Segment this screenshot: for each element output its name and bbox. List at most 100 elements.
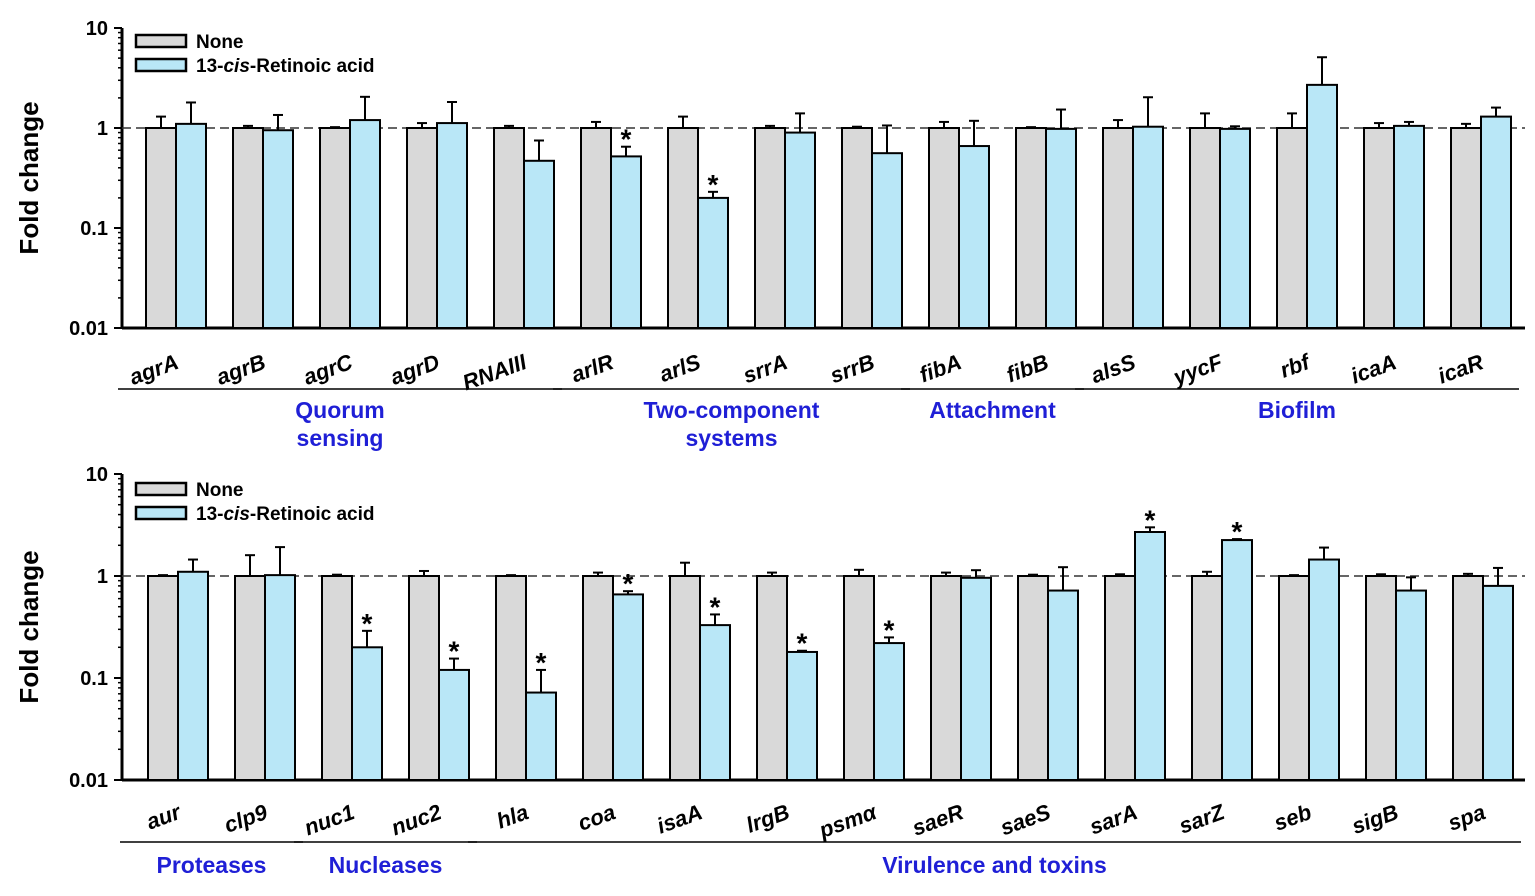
legend-text-part: 13- (196, 56, 223, 77)
significance-star: * (449, 636, 460, 667)
x-tick-label-alsS: alsS (1088, 349, 1139, 388)
bar-treated-clp9 (264, 574, 296, 782)
bar-none-fibB (1015, 127, 1047, 329)
group-label: Attachment (929, 397, 1056, 423)
bar-none-srrB (841, 127, 873, 329)
bar-none-srrA (754, 127, 786, 329)
x-tick-label-clp9: clp9 (221, 799, 272, 838)
x-tick-label-nuc1: nuc1 (301, 799, 358, 840)
bar-treated-hla (525, 691, 557, 781)
bar-none-RNAIII (493, 127, 525, 329)
significance-star: * (536, 647, 547, 678)
y-axis-title: Fold change (14, 550, 44, 703)
bar-none-icaA (1363, 127, 1395, 329)
x-tick-label-agrA: agrA (126, 349, 182, 390)
legend-label-none: None (196, 480, 244, 501)
bar-treated-sigB (1395, 589, 1427, 781)
x-tick-label-agrD: agrD (387, 349, 443, 390)
y-tick-label: 0.01 (69, 770, 108, 792)
bar-none-hla (495, 575, 527, 781)
bar-none-nuc2 (408, 575, 440, 781)
bar-none-alsS (1102, 127, 1134, 329)
bar-treated-srrB (871, 152, 903, 329)
significance-star: * (708, 169, 719, 200)
group-label: Biofilm (1258, 397, 1336, 423)
bar-none-aur (147, 575, 179, 781)
legend-swatch-none (134, 481, 188, 497)
x-tick-label-icaR: icaR (1434, 349, 1486, 388)
significance-star: * (621, 124, 632, 155)
bar-treated-srrA (784, 131, 816, 329)
bar-none-arlS (667, 127, 699, 329)
x-tick-label-yycF: yycF (1169, 349, 1226, 390)
x-tick-label-agrC: agrC (300, 349, 357, 390)
legend-text-part: 13- (196, 504, 223, 525)
x-tick-label-agrB: agrB (213, 349, 269, 390)
bar-treated-sarA (1134, 531, 1166, 782)
bar-none-saeS (1017, 575, 1049, 781)
legend-text-part: None (196, 480, 244, 501)
group-label: Virulence and toxins (882, 852, 1107, 878)
significance-star: * (710, 591, 721, 622)
bar-treated-nuc1 (351, 646, 383, 781)
legend-label-treated: 13-cis-Retinoic acid (196, 56, 374, 77)
bar-treated-spa (1482, 584, 1514, 781)
x-tick-label-sigB: sigB (1348, 799, 1401, 839)
group-label: sensing (297, 425, 384, 451)
legend-text-italic: cis (223, 56, 249, 77)
bar-none-seb (1278, 575, 1310, 781)
x-tick-label-saeR: saeR (909, 799, 967, 841)
bar-treated-agrB (262, 129, 294, 329)
x-tick-label-icaA: icaA (1347, 349, 1399, 388)
significance-star: * (362, 608, 373, 639)
bar-treated-rbf (1306, 83, 1338, 330)
x-tick-label-arlS: arlS (656, 349, 704, 387)
group-label: Two-component (644, 397, 820, 423)
y-tick-label: 10 (86, 18, 108, 40)
x-tick-label-isaA: isaA (653, 799, 705, 838)
y-tick-label: 0.01 (69, 318, 108, 340)
bar-none-coa (582, 575, 614, 781)
x-tick-label-nuc2: nuc2 (388, 799, 446, 840)
bar-treated-psmα (873, 642, 905, 781)
bar-none-nuc1 (321, 575, 353, 781)
bar-none-spa (1452, 575, 1484, 781)
bar-treated-nuc2 (438, 668, 470, 782)
x-tick-label-sarA: sarA (1086, 799, 1141, 839)
x-tick-label-coa: coa (575, 799, 619, 835)
bar-none-lrgB (756, 575, 788, 781)
bar-treated-saeS (1047, 589, 1079, 781)
bar-none-agrD (406, 127, 438, 329)
bar-none-rbf (1276, 127, 1308, 329)
bar-treated-fibB (1045, 127, 1077, 329)
legend-swatch-none (134, 33, 188, 49)
bar-treated-coa (612, 593, 644, 781)
bar-treated-arlS (697, 196, 729, 329)
bar-none-isaA (669, 575, 701, 781)
bar-none-icaR (1450, 127, 1482, 329)
bar-treated-sarZ (1221, 539, 1253, 782)
bar-none-sigB (1365, 575, 1397, 781)
bar-treated-isaA (699, 624, 731, 781)
bar-treated-saeR (960, 576, 992, 782)
x-tick-label-lrgB: lrgB (743, 799, 793, 838)
group-label: Quorum (295, 397, 384, 423)
bar-none-agrA (145, 127, 177, 329)
x-tick-label-fibA: fibA (916, 349, 965, 387)
legend-swatch-treated (134, 57, 188, 73)
bar-treated-lrgB (786, 650, 818, 782)
legend-label-none: None (196, 32, 244, 53)
legend-label-treated: 13-cis-Retinoic acid (196, 504, 374, 525)
bar-none-yycF (1189, 127, 1221, 329)
legend-text-italic: cis (223, 504, 249, 525)
y-axis-title: Fold change (14, 101, 44, 254)
significance-star: * (623, 568, 634, 599)
bar-none-arlR (580, 127, 612, 329)
x-tick-label-hla: hla (493, 799, 531, 833)
chart-panel-2: 0.01 0.1 1 10 Fold change aur clp9 * nuc1 * nuc2 * h… (14, 464, 1525, 878)
significance-star: * (884, 614, 895, 645)
bar-treated-icaA (1393, 124, 1425, 329)
bar-treated-arlR (610, 155, 642, 329)
bar-treated-yycF (1219, 127, 1251, 329)
